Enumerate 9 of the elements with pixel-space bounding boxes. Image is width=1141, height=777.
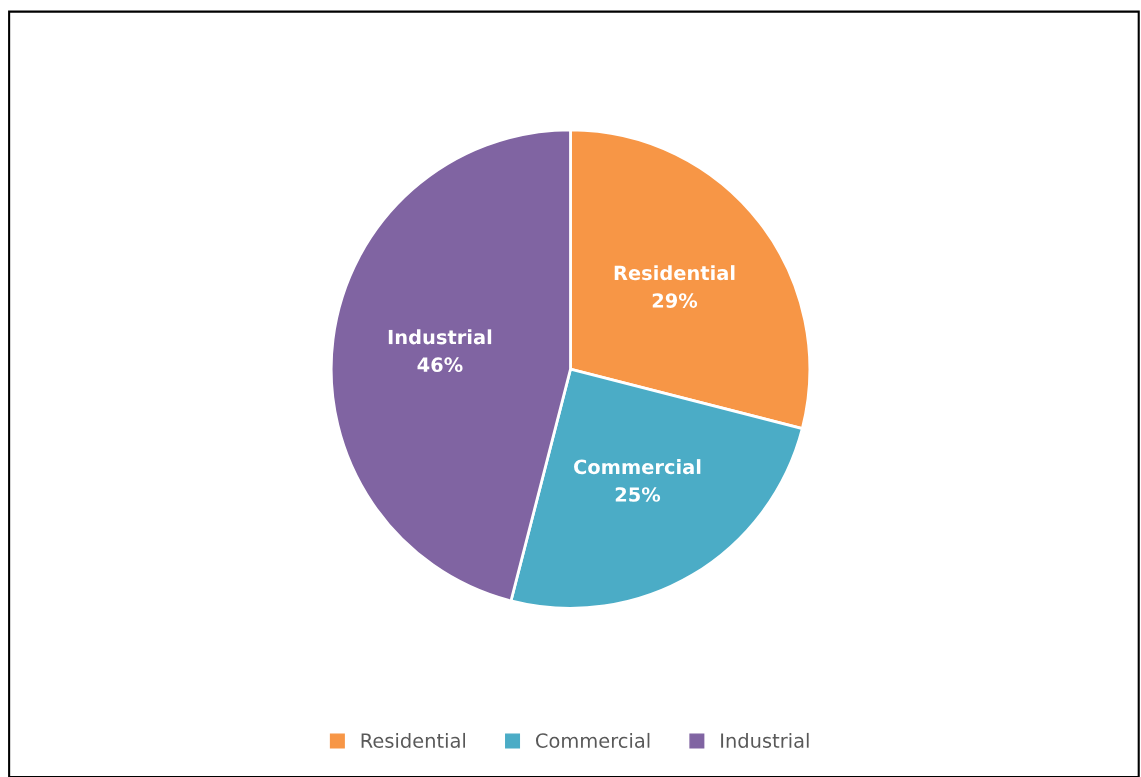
legend-label: Industrial (721, 732, 809, 748)
data-label: 46% (417, 357, 463, 373)
legend-label: Residential (361, 732, 466, 748)
slice-label: Commercial (574, 459, 701, 475)
slice-label: Industrial (388, 329, 492, 345)
data-label: 25% (615, 487, 661, 502)
slice-label: Residential (614, 265, 735, 281)
legend-label: Commercial (535, 732, 650, 748)
data-label: 29% (652, 293, 698, 308)
